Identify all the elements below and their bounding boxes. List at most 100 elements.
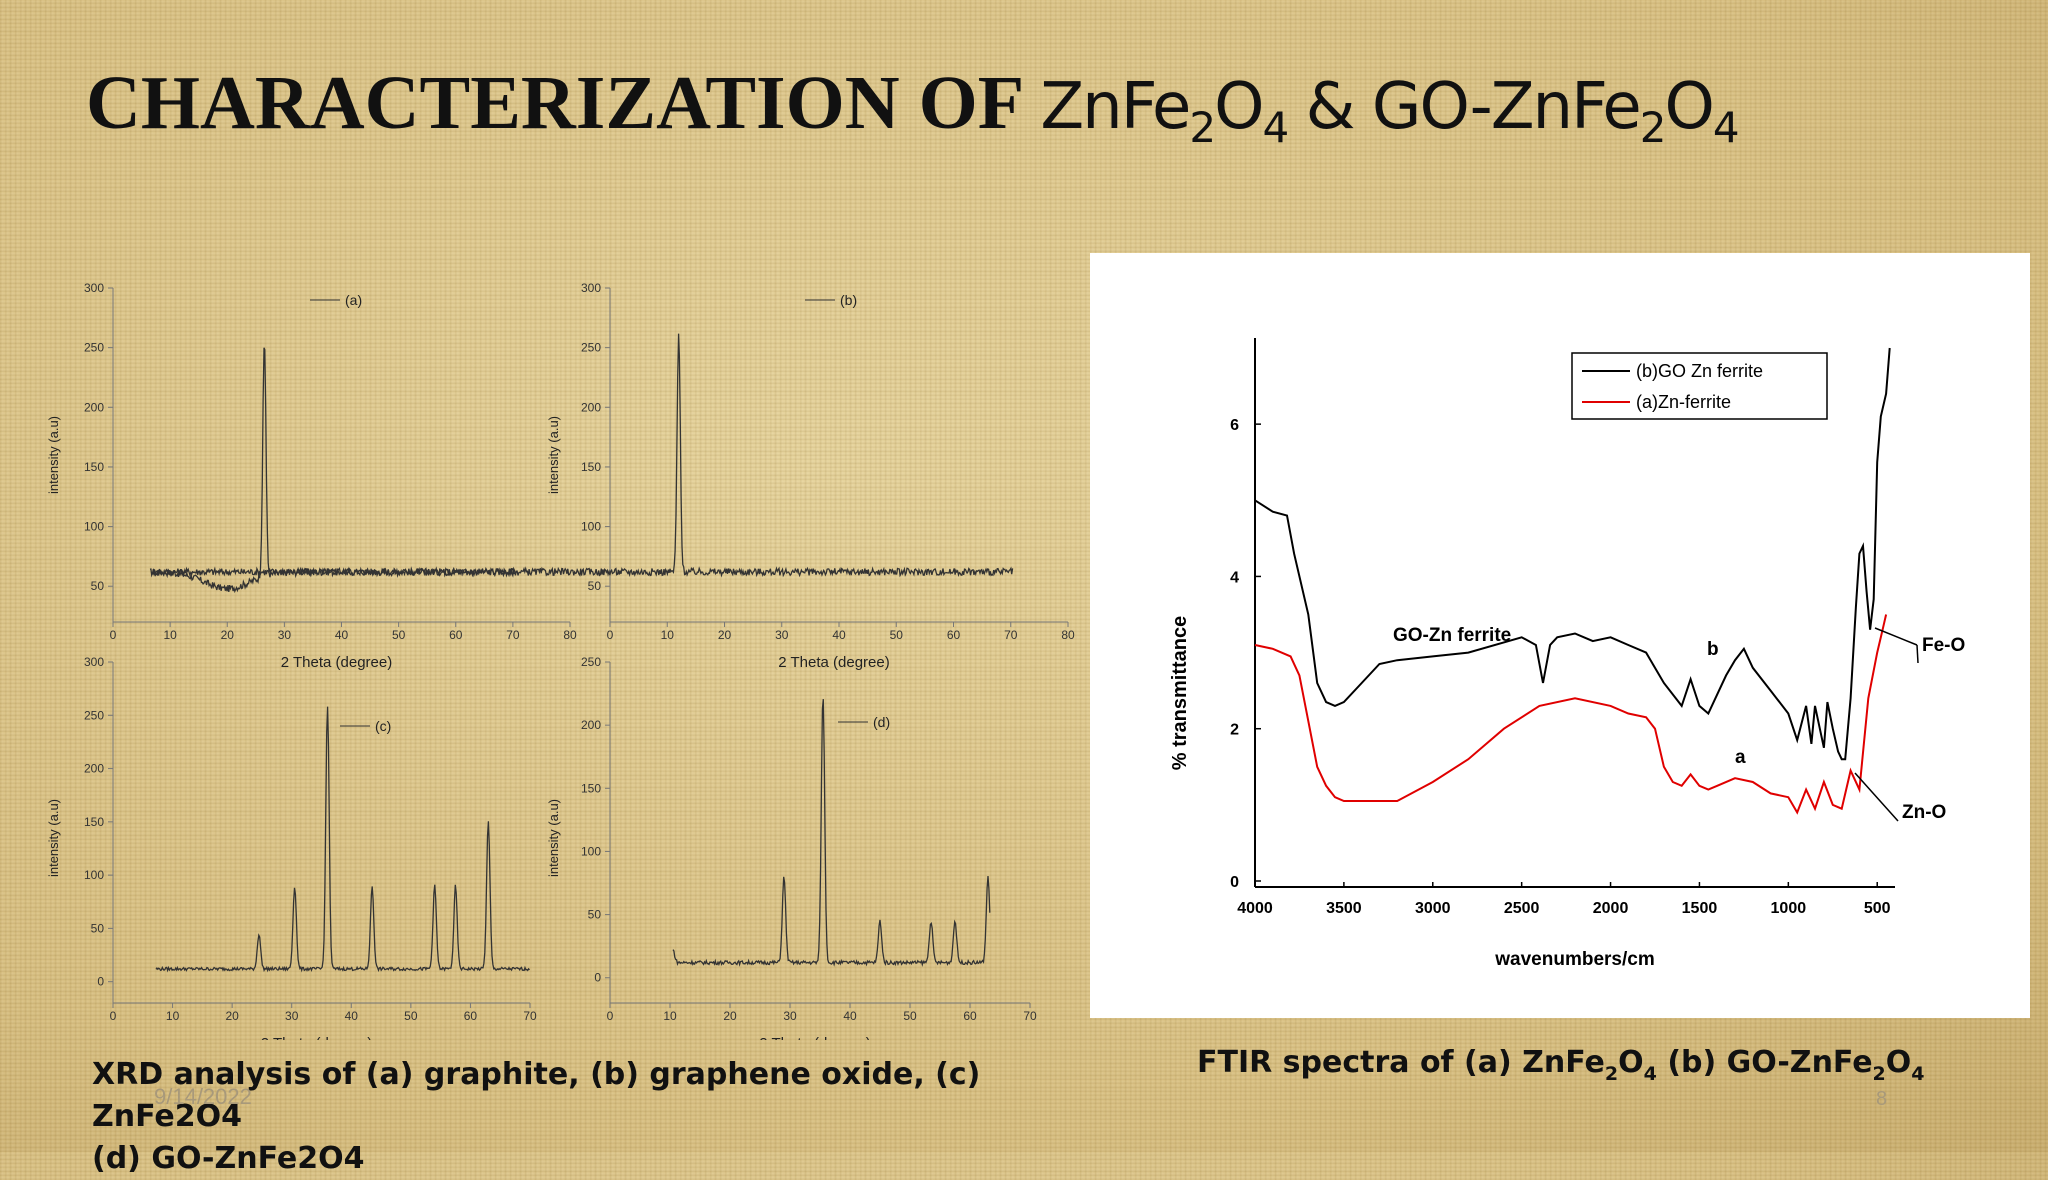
- legend-label: (d): [873, 714, 890, 730]
- x-tick-label: 80: [563, 628, 577, 642]
- y-tick-label: 250: [84, 708, 104, 722]
- x-tick-label: 20: [225, 1009, 239, 1023]
- x-tick-label: 40: [345, 1009, 359, 1023]
- xrd-panel-d: 0 10 20 30 40 50 60 70 0 50 100 150 200 250 2 Theta (d…: [546, 655, 1037, 1040]
- ftir-x-tick-label: 4000: [1237, 900, 1273, 917]
- x-tick-label: 0: [110, 1009, 117, 1023]
- x-tick-label: 50: [404, 1009, 418, 1023]
- x-tick-label: 70: [523, 1009, 537, 1023]
- ftir-leader-fe-o-2: [1916, 644, 1919, 664]
- title-prefix: CHARACTERIZATION OF: [86, 61, 1041, 145]
- y-tick-label: 100: [84, 868, 104, 882]
- ftir-y-tick-label: 4: [1230, 569, 1239, 586]
- y-tick-label: 250: [581, 341, 601, 355]
- x-tick-label: 20: [718, 628, 732, 642]
- y-tick-label: 300: [84, 655, 104, 669]
- y-tick-label: 150: [84, 815, 104, 829]
- xrd-trace-c: [155, 706, 530, 973]
- ftir-legend-label: (a)Zn-ferrite: [1636, 392, 1731, 412]
- slide-date: 9/14/2022: [154, 1084, 252, 1109]
- x-tick-label: 10: [663, 1009, 677, 1023]
- legend-label: (b): [840, 292, 857, 308]
- x-tick-label: 40: [832, 628, 846, 642]
- x-tick-label: 0: [607, 628, 614, 642]
- x-tick-label: 30: [775, 628, 789, 642]
- ftir-x-tick-label: 1000: [1771, 900, 1807, 917]
- x-tick-label: 70: [506, 628, 520, 642]
- y-tick-label: 200: [84, 762, 104, 776]
- y-tick-label: 100: [84, 520, 104, 534]
- x-tick-label: 20: [723, 1009, 737, 1023]
- x-tick-label: 70: [1023, 1009, 1037, 1023]
- y-tick-label: 50: [588, 908, 602, 922]
- x-tick-label: 50: [392, 628, 406, 642]
- xrd-panel-c: 0 10 20 30 40 50 60 70 0 50 100 150 200 250 300 2 Theta…: [46, 655, 537, 1040]
- xrd-trace-b: [152, 333, 1014, 578]
- x-tick-label: 20: [221, 628, 235, 642]
- ftir-x-tick-label: 3500: [1326, 900, 1362, 917]
- x-tick-label: 70: [1004, 628, 1018, 642]
- xrd-trace-a: [149, 347, 515, 594]
- y-tick-label: 250: [84, 341, 104, 355]
- x-axis-label: 2 Theta (degree): [281, 654, 392, 671]
- ftir-annotation-fe-o: Fe-O: [1922, 635, 1965, 656]
- legend-label: (c): [375, 718, 391, 734]
- ftir-series-zn-ferrite: [1254, 614, 1888, 815]
- ftir-annotation-zn-o: Zn-O: [1902, 802, 1946, 823]
- xrd-caption-line-1: XRD analysis of (a) graphite, (b) graphe…: [92, 1057, 981, 1134]
- xrd-panel-b: 0 10 20 30 40 50 60 70 80 50 100 150 200 250 300 2 Thet…: [152, 281, 1075, 671]
- y-tick-label: 50: [91, 579, 105, 593]
- y-axis-label: intensity (a.u): [46, 799, 61, 877]
- x-tick-label: 80: [1061, 628, 1075, 642]
- x-tick-label: 10: [661, 628, 675, 642]
- x-axis-label: 2 Theta (degree): [759, 1035, 870, 1040]
- y-tick-label: 250: [581, 655, 601, 669]
- x-tick-label: 40: [335, 628, 349, 642]
- ftir-y-axis-label: % transmittance: [1169, 616, 1191, 771]
- x-tick-label: 10: [163, 628, 177, 642]
- xrd-panel-a: 0 10 20 30 40 50 60 70 80 50 100 150 200 250 300 2 Thet…: [46, 281, 577, 671]
- slide-title: CHARACTERIZATION OF ZnFe2O4 & GO-ZnFe2O4: [86, 58, 1740, 152]
- y-tick-label: 150: [84, 460, 104, 474]
- ftir-caption: FTIR spectra of (a) ZnFe2O4 (b) GO-ZnFe2…: [1197, 1045, 1925, 1085]
- ftir-annotation-go-zn-ferrite: GO-Zn ferrite: [1393, 625, 1511, 646]
- x-tick-label: 0: [607, 1009, 614, 1023]
- y-tick-label: 200: [581, 400, 601, 414]
- x-tick-label: 50: [890, 628, 904, 642]
- y-tick-label: 0: [97, 975, 104, 989]
- y-tick-label: 0: [594, 971, 601, 985]
- ftir-x-axis-label: wavenumbers/cm: [1494, 949, 1654, 970]
- ftir-y-tick-label: 0: [1230, 874, 1239, 891]
- x-tick-label: 0: [110, 628, 117, 642]
- x-tick-label: 60: [464, 1009, 478, 1023]
- ftir-x-tick-label: 2000: [1593, 900, 1629, 917]
- ftir-chart-panel: 4000 3500 3000 2500 2000 1500 1000 500 0 2 4 6 waven…: [1090, 253, 2030, 1018]
- x-tick-label: 30: [285, 1009, 299, 1023]
- xrd-caption-line-2: (d) GO-ZnFe2O4: [92, 1141, 365, 1176]
- x-axis-label: 2 Theta (degree): [778, 654, 889, 671]
- ftir-leader-fe-o-1: [1874, 627, 1918, 646]
- ftir-y-tick-label: 2: [1230, 722, 1239, 739]
- y-tick-label: 50: [588, 579, 602, 593]
- ftir-legend-box: [1571, 352, 1828, 420]
- y-tick-label: 300: [84, 281, 104, 295]
- x-tick-label: 30: [278, 628, 292, 642]
- x-axis-label: 2 Theta (degree): [261, 1035, 372, 1040]
- ftir-series-go-zn-ferrite: [1254, 347, 1891, 761]
- y-axis-label: intensity (a.u): [546, 799, 561, 877]
- ftir-annotation-a: a: [1735, 747, 1746, 768]
- y-tick-label: 50: [91, 921, 105, 935]
- ftir-x-tick-label: 2500: [1504, 900, 1540, 917]
- y-axis-label: intensity (a.u): [46, 416, 61, 494]
- ftir-leader-zn-o: [1854, 772, 1899, 822]
- ftir-annotation-b: b: [1707, 639, 1719, 660]
- y-tick-label: 150: [581, 460, 601, 474]
- y-tick-label: 100: [581, 520, 601, 534]
- slide-page-number: 8: [1876, 1088, 1888, 1110]
- x-tick-label: 60: [449, 628, 463, 642]
- x-tick-label: 40: [843, 1009, 857, 1023]
- x-tick-label: 50: [903, 1009, 917, 1023]
- ftir-x-tick-label: 1500: [1682, 900, 1718, 917]
- y-tick-label: 200: [581, 718, 601, 732]
